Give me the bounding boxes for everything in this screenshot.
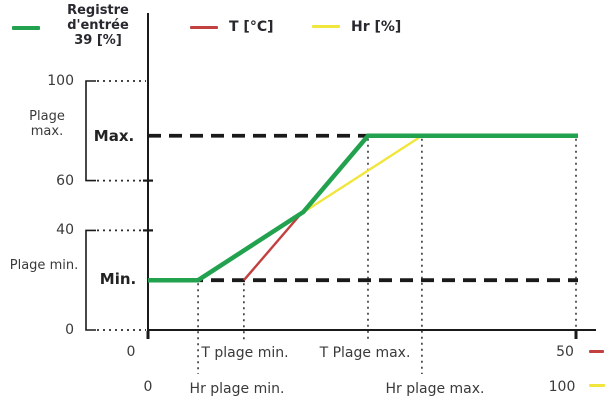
y-tick-label-0: 0: [65, 322, 74, 338]
x-label-t-zero: 0: [126, 344, 136, 360]
x-label-hr-zero: 0: [143, 379, 153, 395]
legend-hr-swatch: [312, 25, 340, 28]
x-label-hr-end: 100: [548, 379, 576, 395]
legend-output-line2: d'entrée: [67, 18, 129, 33]
legend-t-swatch: [190, 26, 218, 29]
legend-t-label: T [°C]: [229, 19, 274, 35]
legend-output-line3: 39 [%]: [74, 33, 122, 48]
max-marker: Max.: [93, 127, 135, 145]
plage-max-label: Plage max.: [29, 109, 65, 139]
legend-hr-label: Hr [%]: [351, 19, 402, 35]
hr-scale-marker: [589, 384, 605, 387]
min-marker: Min.: [99, 270, 137, 288]
x-label-t-plage-max: T Plage max.: [319, 345, 411, 361]
legend-output-label: Registre d'entrée 39 [%]: [56, 3, 140, 48]
y-tick-label-60: 60: [56, 173, 74, 189]
x-label-hr-plage-max: Hr plage max.: [385, 381, 485, 397]
x-label-hr-plage-min: Hr plage min.: [189, 381, 285, 397]
y-tick-label-40: 40: [56, 222, 74, 238]
x-label-t-plage-min: T plage min.: [201, 345, 289, 361]
y-tick-label-100: 100: [47, 73, 74, 89]
x-label-t-end: 50: [556, 344, 574, 360]
legend-output-line1: Registre: [67, 3, 129, 18]
t-scale-marker: [589, 350, 604, 353]
legend-output-swatch: [12, 26, 40, 30]
plage-min-label: Plage min.: [9, 258, 79, 273]
